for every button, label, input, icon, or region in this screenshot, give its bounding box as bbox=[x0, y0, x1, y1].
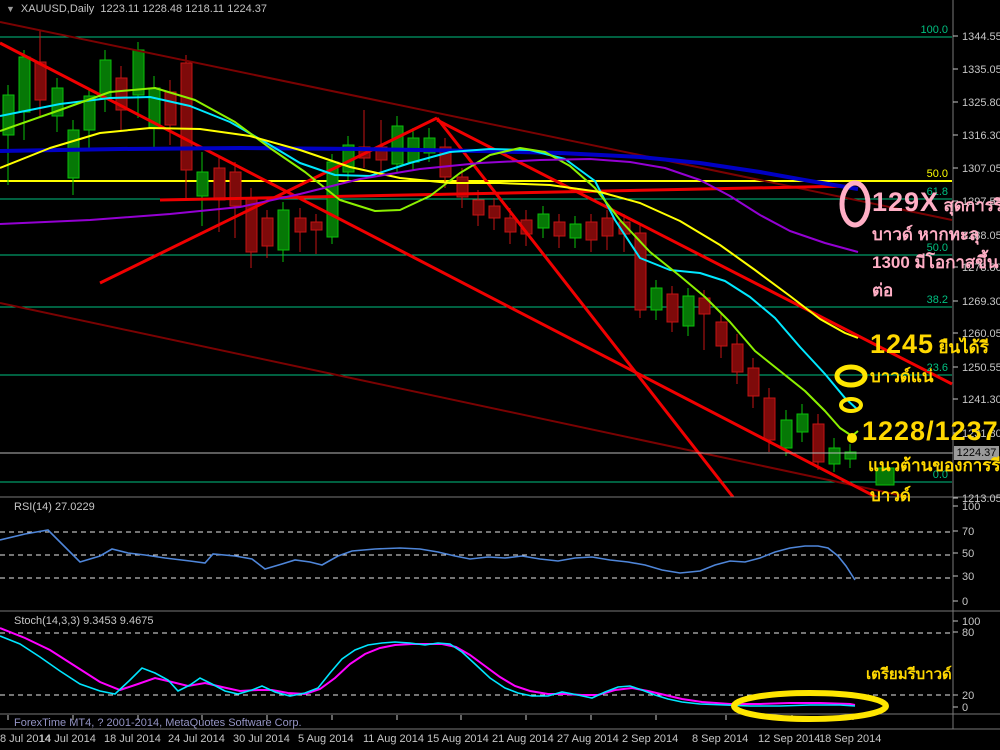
rsi-indicator-label: RSI(14) 27.0229 bbox=[14, 501, 95, 513]
hand-drawn-ellipse bbox=[839, 180, 871, 228]
stoch-d-line bbox=[0, 627, 856, 706]
main-chart-pane[interactable] bbox=[0, 21, 953, 497]
stoch-indicator-label: Stoch(14,3,3) 9.3453 9.4675 bbox=[14, 615, 154, 627]
ma-yellow bbox=[0, 127, 859, 339]
current-price-tag: 1224.37 bbox=[954, 446, 999, 460]
stoch-k-line bbox=[0, 635, 856, 707]
ma-blue bbox=[0, 146, 859, 191]
hand-drawn-dot bbox=[847, 433, 857, 443]
ma-chartreuse bbox=[0, 87, 859, 437]
symbol-dropdown-icon[interactable]: ▼ bbox=[6, 4, 15, 14]
hand-drawn-ellipse bbox=[839, 397, 863, 413]
rsi-pane[interactable] bbox=[0, 529, 952, 581]
ma-purple bbox=[0, 158, 859, 253]
copyright-text: ForexTime MT4, ? 2001-2014, MetaQuotes S… bbox=[14, 717, 302, 729]
rsi-line bbox=[0, 529, 856, 581]
hand-drawn-ellipse bbox=[834, 364, 868, 388]
green-marker bbox=[875, 467, 895, 486]
ohlc-values: 1223.11 1228.48 1218.11 1224.37 bbox=[100, 3, 267, 15]
symbol-period-label: XAUUSD,Daily bbox=[20, 3, 95, 15]
chart-title: ▼ XAUUSD,Daily 1223.11 1228.48 1218.11 12… bbox=[6, 3, 267, 15]
hand-drawn-ellipse bbox=[731, 690, 889, 722]
